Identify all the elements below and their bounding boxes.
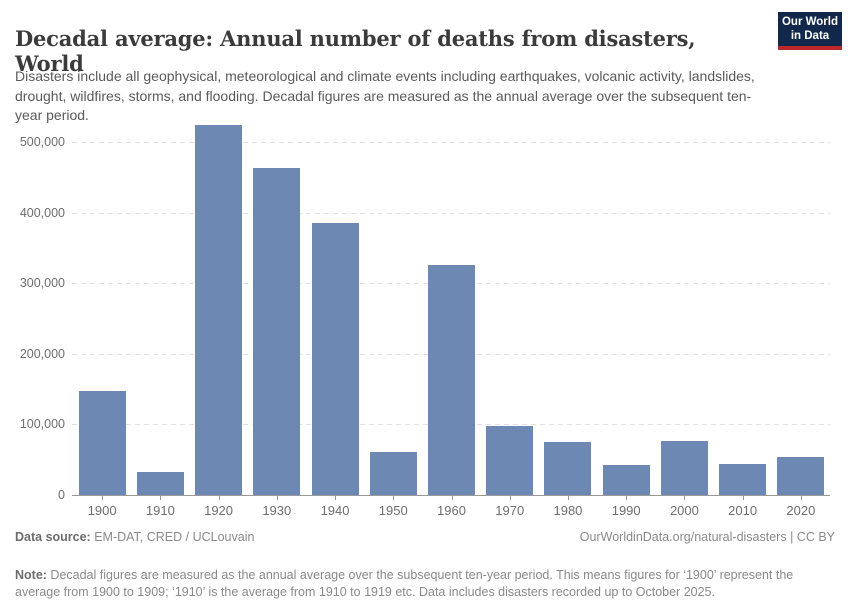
bar[interactable] [719, 463, 767, 495]
bar[interactable] [136, 472, 184, 495]
x-axis-tick-mark [509, 496, 511, 500]
y-gridline [72, 142, 830, 144]
bar[interactable] [195, 125, 243, 495]
x-axis-tick-mark [567, 496, 569, 500]
y-axis-tick-label: 0 [58, 488, 65, 502]
x-axis-tick-label: 1930 [262, 503, 292, 518]
x-axis-tick-label: 1970 [495, 503, 525, 518]
x-axis-tick-mark [102, 496, 104, 500]
x-axis-tick-mark [335, 496, 337, 500]
y-axis-tick-label: 500,000 [19, 135, 65, 150]
y-gridline [72, 212, 830, 214]
bar[interactable] [78, 391, 126, 495]
owid-logo[interactable]: Our World in Data [778, 12, 842, 50]
data-source-label: Data source: [15, 530, 91, 544]
owid-logo-line1: Our World [781, 16, 838, 28]
footnote-text: Decadal figures are measured as the annu… [15, 567, 794, 600]
x-axis-tick-label: 2020 [786, 503, 816, 518]
x-axis-tick-label: 2000 [669, 503, 699, 518]
x-axis-tick-mark [626, 496, 628, 500]
x-axis-tick-label: 1920 [204, 503, 234, 518]
x-axis-tick-mark [451, 496, 453, 500]
attribution-link[interactable]: OurWorldinData.org/natural-disasters | C… [579, 530, 835, 544]
x-axis-tick-mark [742, 496, 744, 500]
y-axis-tick-label: 400,000 [19, 205, 65, 220]
x-axis-tick-label: 1940 [320, 503, 350, 518]
y-axis-tick-label: 100,000 [19, 417, 65, 432]
data-source-text: Data source: EM-DAT, CRED / UCLouvain [15, 530, 254, 544]
footnote: Note: Decadal figures are measured as th… [15, 567, 837, 600]
footnote-label: Note: [15, 567, 47, 582]
data-source-value: EM-DAT, CRED / UCLouvain [90, 530, 255, 544]
x-axis-tick-label: 1980 [553, 503, 583, 518]
bar[interactable] [544, 442, 592, 495]
bar[interactable] [311, 222, 359, 495]
x-axis-tick-mark [800, 496, 802, 500]
bar[interactable] [428, 265, 475, 495]
bar[interactable] [369, 451, 417, 495]
x-axis-tick-mark [218, 496, 220, 500]
y-axis-tick-label: 300,000 [19, 276, 65, 291]
chart-subtitle: Disasters include all geophysical, meteo… [15, 68, 755, 123]
bar[interactable] [602, 465, 650, 495]
source-row: Data source: EM-DAT, CRED / UCLouvain Ou… [15, 530, 835, 544]
x-axis-tick-label: 1910 [145, 503, 175, 518]
chart-title: Decadal average: Annual number of deaths… [15, 26, 696, 77]
x-axis-tick-mark [393, 496, 395, 500]
x-axis-tick-label: 1950 [378, 503, 408, 518]
x-axis-tick-label: 1990 [611, 503, 641, 518]
bar[interactable] [486, 425, 534, 495]
x-axis-tick-label: 1900 [87, 503, 117, 518]
x-axis-tick-label: 2010 [728, 503, 758, 518]
bar[interactable] [777, 456, 825, 495]
owid-logo-line2: in Data [790, 29, 830, 42]
bar[interactable] [253, 168, 301, 495]
x-axis-line [72, 495, 830, 496]
x-axis-tick-label: 1960 [437, 503, 466, 518]
x-axis-tick-mark [276, 496, 278, 500]
y-axis-tick-label: 200,000 [19, 346, 65, 361]
bar[interactable] [660, 440, 708, 495]
x-axis-tick-mark [684, 496, 686, 500]
x-axis-tick-mark [160, 496, 162, 500]
